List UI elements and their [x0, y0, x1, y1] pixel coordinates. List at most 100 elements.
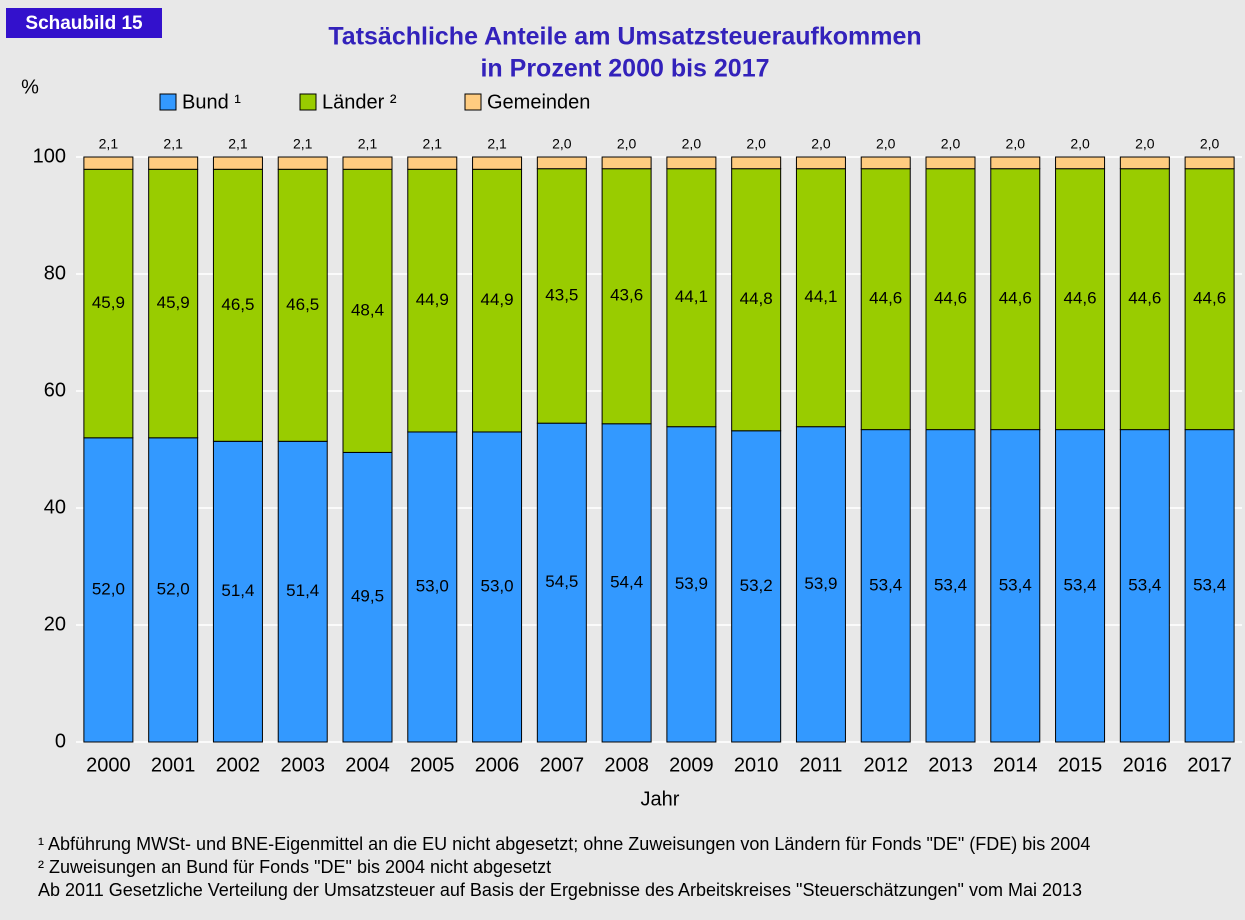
x-tick-label: 2015 [1058, 754, 1103, 776]
data-label: 53,4 [999, 575, 1032, 594]
bar-segment [148, 156, 199, 170]
bar-segment [731, 156, 782, 170]
bar-segment [1184, 156, 1235, 170]
chart-title: Tatsächliche Anteile am Umsatzsteueraufk… [328, 23, 921, 51]
bar-segment [277, 156, 328, 170]
bar-segment [342, 451, 393, 743]
bar-segment [212, 168, 263, 442]
data-label: 44,6 [1128, 289, 1161, 308]
data-label: 46,5 [286, 295, 319, 314]
bar-segment [1119, 168, 1170, 431]
bar-segment [407, 168, 458, 433]
badge-box [6, 8, 162, 38]
data-label: 44,9 [416, 290, 449, 309]
data-label: 2,0 [876, 136, 896, 152]
bar-segment [1055, 429, 1106, 743]
data-label: 51,4 [286, 581, 319, 600]
data-label: 44,9 [481, 290, 514, 309]
x-tick-label: 2011 [799, 754, 842, 776]
x-tick-label: 2014 [993, 754, 1038, 776]
bar-segment [860, 429, 911, 743]
bar-segment [1055, 156, 1106, 170]
x-axis-label: Jahr [641, 788, 680, 810]
badge: Schaubild 15 [25, 13, 143, 34]
data-label: 44,6 [869, 289, 902, 308]
x-tick-label: 2006 [475, 754, 520, 776]
x-tick-label: 2000 [86, 754, 131, 776]
bar-segment [731, 168, 782, 432]
data-label: 53,0 [416, 576, 449, 595]
data-label: 53,9 [804, 574, 837, 593]
data-label: 2,0 [1006, 136, 1026, 152]
bar-segment [795, 156, 846, 170]
x-tick-label: 2001 [151, 754, 196, 776]
bar-segment [925, 429, 976, 743]
data-label: 52,0 [92, 579, 125, 598]
bar-segment [990, 156, 1041, 170]
data-label: 2,1 [358, 136, 378, 152]
data-label: 44,6 [1193, 289, 1226, 308]
data-label: 43,5 [545, 285, 578, 304]
data-label: 53,4 [934, 575, 967, 594]
data-label: 2,0 [552, 136, 572, 152]
bar-segment [536, 156, 587, 170]
y-tick-label: 0 [55, 730, 66, 752]
x-tick-label: 2016 [1123, 754, 1168, 776]
data-label: 2,1 [228, 136, 248, 152]
bar-segment [666, 156, 717, 170]
y-tick-label: 100 [33, 145, 66, 167]
data-label: 2,1 [423, 136, 443, 152]
data-label: 49,5 [351, 587, 384, 606]
data-label: 44,1 [804, 287, 837, 306]
data-label: 44,1 [675, 287, 708, 306]
data-label: 2,1 [293, 136, 313, 152]
bar-segment [731, 430, 782, 743]
data-label: 2,1 [487, 136, 507, 152]
x-tick-label: 2012 [863, 754, 908, 776]
data-label: 51,4 [221, 581, 254, 600]
bar-segment [666, 426, 717, 743]
x-tick-label: 2010 [734, 754, 779, 776]
bar-segment [860, 168, 911, 431]
bar-segment [83, 156, 134, 170]
data-label: 2,0 [941, 136, 961, 152]
legend-label: Gemeinden [487, 91, 590, 113]
data-label: 44,6 [1064, 289, 1097, 308]
x-tick-label: 2005 [410, 754, 455, 776]
bar-segment [148, 437, 199, 743]
chart-title: in Prozent 2000 bis 2017 [480, 55, 769, 83]
data-label: 53,4 [1128, 575, 1161, 594]
data-label: 53,4 [1064, 575, 1097, 594]
bar-segment [795, 426, 846, 743]
data-label: 43,6 [610, 286, 643, 305]
bar-segment [1119, 429, 1170, 743]
x-tick-label: 2004 [345, 754, 390, 776]
bar-segment [212, 156, 263, 170]
data-label: 2,0 [617, 136, 637, 152]
bar-segment [212, 440, 263, 743]
footnote: ² Zuweisungen an Bund für Fonds "DE" bis… [38, 857, 551, 877]
bar-segment [860, 156, 911, 170]
bar-segment [1184, 429, 1235, 743]
data-label: 53,2 [740, 576, 773, 595]
x-tick-label: 2007 [540, 754, 585, 776]
y-tick-label: 20 [44, 613, 66, 635]
data-label: 45,9 [157, 293, 190, 312]
x-tick-label: 2013 [928, 754, 973, 776]
legend-label: Bund ¹ [182, 91, 241, 113]
bar-segment [601, 168, 652, 425]
data-label: 46,5 [221, 295, 254, 314]
data-label: 53,4 [869, 575, 902, 594]
data-label: 48,4 [351, 300, 384, 319]
y-tick-label: 60 [44, 379, 66, 401]
bar-segment [990, 429, 1041, 743]
data-label: 44,6 [934, 289, 967, 308]
bar-segment [795, 168, 846, 428]
data-label: 53,0 [481, 576, 514, 595]
x-tick-label: 2017 [1187, 754, 1232, 776]
data-label: 52,0 [157, 579, 190, 598]
bar-segment [666, 168, 717, 428]
data-label: 54,5 [545, 572, 578, 591]
y-tick-label: 40 [44, 496, 66, 518]
